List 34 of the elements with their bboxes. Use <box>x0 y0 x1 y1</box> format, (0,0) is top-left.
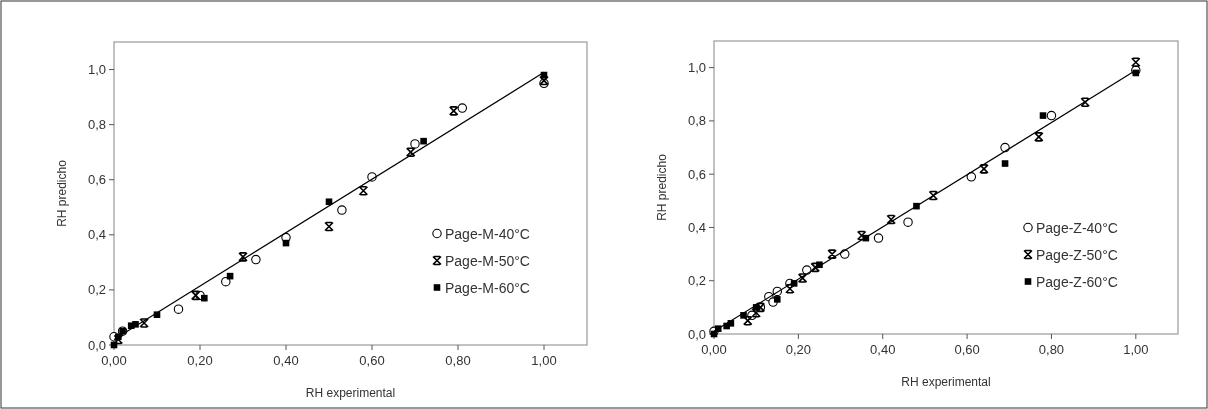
y-tick-label: 0,2 <box>687 273 706 289</box>
y-tick-label: 0,4 <box>687 219 706 235</box>
y-tick-label: 1,0 <box>87 62 106 78</box>
y-tick-label: 0,0 <box>87 337 106 353</box>
x-tick-label: 0,60 <box>954 342 980 357</box>
x-tick-label: 0,20 <box>187 353 213 368</box>
legend-label: Page-Z-60°C <box>1036 273 1118 290</box>
legend-label: Page-M-40°C <box>445 225 530 242</box>
x-tick-label: 0,00 <box>701 342 727 357</box>
x-tick-label: 0,40 <box>870 342 896 357</box>
y-tick-label: 0,2 <box>87 282 106 298</box>
x-tick-label: 0,40 <box>273 353 299 368</box>
x-tick-label: 0,00 <box>101 353 127 368</box>
y-axis-title: RH predicho <box>655 153 669 221</box>
legend-label: Page-Z-50°C <box>1036 246 1118 263</box>
legend-label: Page-M-50°C <box>445 252 530 269</box>
x-tick-label: 0,80 <box>1038 342 1065 357</box>
legend-label: Page-M-60°C <box>445 279 530 296</box>
y-tick-label: 0,4 <box>87 227 106 243</box>
y-axis-title: RH predicho <box>55 159 69 227</box>
y-tick-label: 0,6 <box>687 166 706 182</box>
x-axis-title: RH experimental <box>901 375 991 389</box>
x-tick-label: 0,60 <box>359 353 385 368</box>
y-tick-label: 1,0 <box>687 60 706 76</box>
y-tick-label: 0,6 <box>87 172 106 188</box>
x-tick-label: 1,00 <box>1123 342 1149 357</box>
x-tick-label: 0,20 <box>785 342 812 357</box>
y-tick-label: 0,8 <box>87 117 106 133</box>
x-tick-label: 0,80 <box>445 353 471 368</box>
x-axis-title: RH experimental <box>305 386 396 400</box>
legend-label: Page-Z-40°C <box>1036 219 1118 236</box>
x-tick-label: 1,00 <box>531 353 557 368</box>
y-tick-label: 0,0 <box>687 326 706 342</box>
y-tick-label: 0,8 <box>687 113 706 129</box>
